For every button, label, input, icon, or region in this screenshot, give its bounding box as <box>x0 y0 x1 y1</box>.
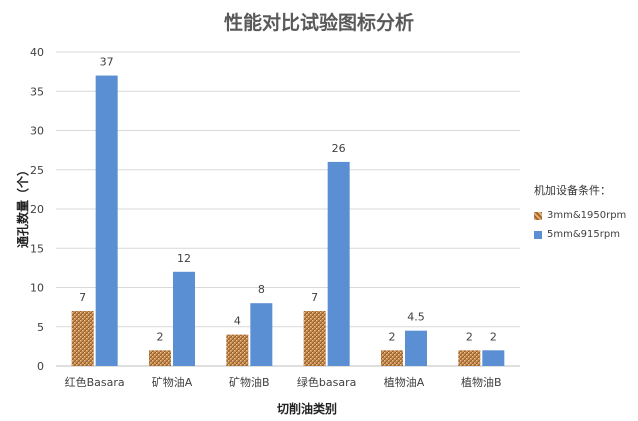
x-tick-label: 植物油A <box>384 375 425 389</box>
data-label-series-2-3: 8 <box>258 283 265 296</box>
bar-series-2-5 <box>405 330 427 366</box>
data-label-series-1-1: 7 <box>79 291 86 304</box>
data-label-series-2-2: 12 <box>177 252 191 265</box>
data-label-series-1-3: 4 <box>234 315 241 328</box>
data-label-series-1-6: 2 <box>466 330 473 343</box>
legend-label-series-2: 5mm&915rpm <box>547 229 620 240</box>
chart-title: 性能对比试验图标分析 <box>223 12 414 34</box>
x-axis-label: 切削油类别 <box>277 401 337 416</box>
x-tick-label: 绿色basara <box>297 375 356 389</box>
legend-label-series-1: 3mm&1950rpm <box>547 210 627 221</box>
y-tick-label: 40 <box>30 46 44 59</box>
data-label-series-2-6: 2 <box>490 330 497 343</box>
legend-title: 机加设备条件： <box>534 184 611 197</box>
y-tick-label: 5 <box>37 321 44 334</box>
bar-series-2-2 <box>173 271 195 366</box>
bar-series-2-3 <box>250 303 273 366</box>
y-tick-label: 25 <box>30 164 44 177</box>
y-tick-label: 0 <box>37 360 44 373</box>
y-tick-label: 20 <box>30 203 44 216</box>
x-tick-label: 植物油B <box>461 375 502 389</box>
y-tick-label: 15 <box>30 242 44 255</box>
data-label-series-2-1: 37 <box>100 56 114 69</box>
y-tick-label: 35 <box>30 85 44 98</box>
bar-series-1-3 <box>226 334 249 366</box>
y-tick-label: 10 <box>30 282 44 295</box>
bar-series-1-4 <box>303 311 326 366</box>
y-axis-label: 通孔数量（个） <box>15 164 30 248</box>
data-label-series-1-5: 2 <box>389 330 396 343</box>
bar-series-2-6 <box>482 350 505 366</box>
bar-series-1-2 <box>149 350 171 366</box>
bar-series-2-1 <box>95 75 118 367</box>
legend-swatch-series-2 <box>534 230 542 239</box>
data-label-series-1-4: 7 <box>311 291 318 304</box>
x-tick-label: 矿物油B <box>229 375 270 389</box>
x-tick-label: 红色Basara <box>65 375 125 389</box>
data-label-series-1-2: 2 <box>157 330 164 343</box>
x-tick-label: 矿物油A <box>152 375 193 389</box>
data-label-series-2-5: 4.5 <box>407 311 425 324</box>
legend-item-series-2: 5mm&915rpm <box>534 229 638 240</box>
bar-series-1-1 <box>71 311 94 366</box>
bar-series-2-4 <box>327 161 350 366</box>
legend-item-series-1: 3mm&1950rpm <box>534 210 638 221</box>
legend: 机加设备条件： 3mm&1950rpm 5mm&915rpm <box>534 182 638 248</box>
y-tick-label: 30 <box>30 125 44 138</box>
data-label-series-2-4: 26 <box>332 142 346 155</box>
bar-series-1-5 <box>381 350 403 366</box>
legend-swatch-series-1 <box>534 211 542 220</box>
bar-series-1-6 <box>458 350 481 366</box>
